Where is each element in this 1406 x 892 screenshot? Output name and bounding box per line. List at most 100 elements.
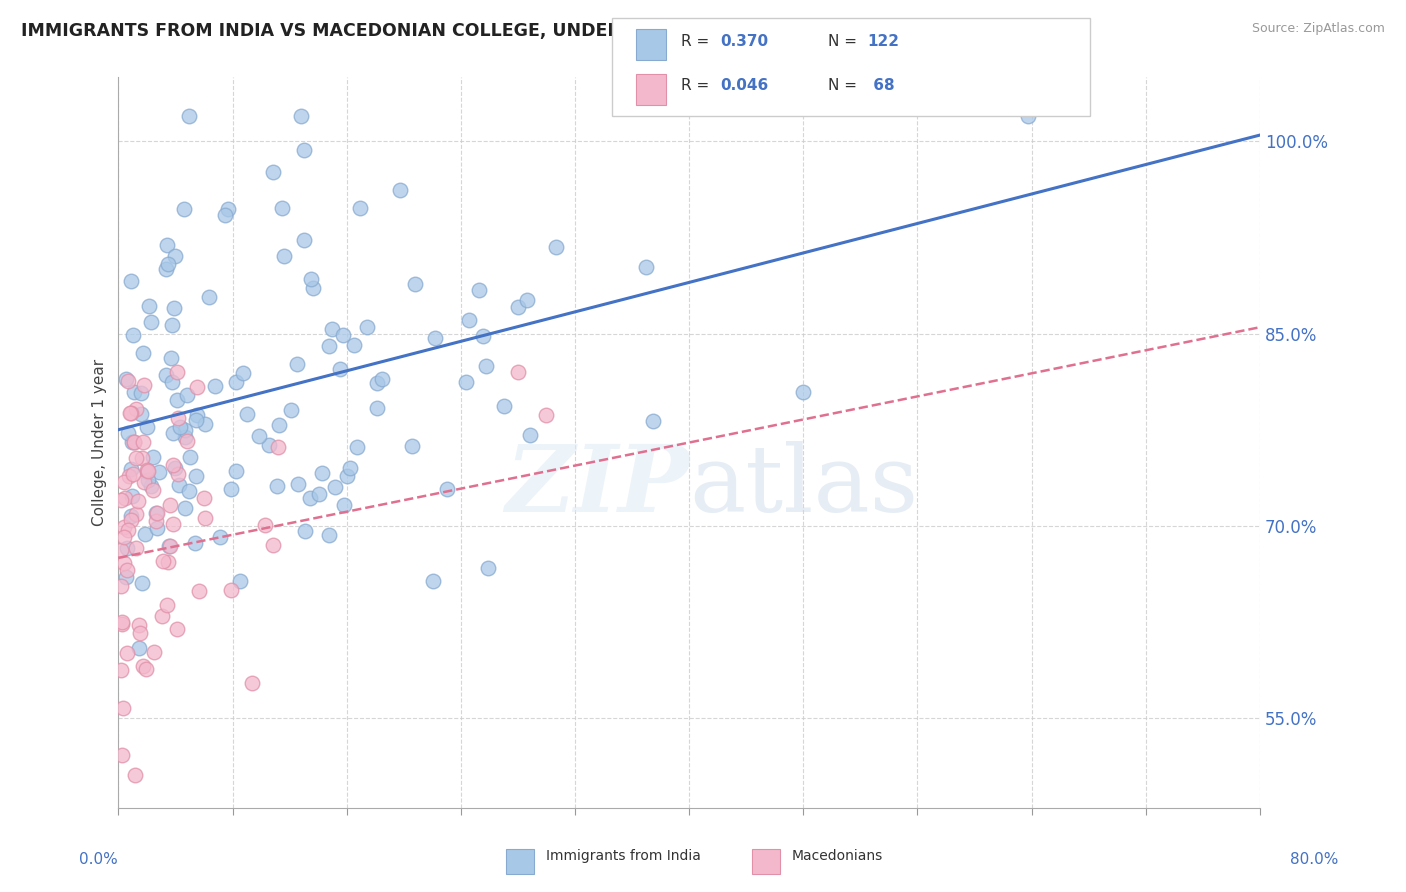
Point xyxy=(544,240,567,254)
Point xyxy=(323,480,346,494)
Point xyxy=(290,109,312,123)
Point xyxy=(122,434,145,449)
Point xyxy=(356,319,378,334)
Point xyxy=(112,520,135,534)
Point xyxy=(135,420,157,434)
Text: ZIP: ZIP xyxy=(505,442,689,532)
Point xyxy=(339,461,361,475)
Point xyxy=(121,434,143,449)
Point xyxy=(148,465,170,479)
Point xyxy=(111,701,134,715)
Point xyxy=(132,434,155,449)
Point xyxy=(519,428,541,442)
Point xyxy=(155,262,177,277)
Point xyxy=(214,208,236,222)
Point xyxy=(121,489,143,503)
Text: R =: R = xyxy=(681,78,714,94)
Point xyxy=(159,498,181,512)
Point xyxy=(139,315,162,329)
Point xyxy=(132,475,155,490)
Text: atlas: atlas xyxy=(689,442,918,532)
Point xyxy=(492,399,515,413)
Point xyxy=(112,530,135,544)
Point xyxy=(135,662,157,676)
Point xyxy=(127,493,149,508)
Point xyxy=(508,300,530,314)
Point xyxy=(292,233,315,247)
Point xyxy=(425,331,447,345)
Point xyxy=(145,506,167,520)
Point xyxy=(184,535,207,549)
Point xyxy=(301,281,323,295)
Point xyxy=(115,541,138,555)
Point xyxy=(219,482,242,496)
Point xyxy=(132,346,155,360)
Point xyxy=(129,385,152,400)
Point xyxy=(159,351,181,365)
Point xyxy=(198,290,221,304)
Point xyxy=(167,467,190,481)
Point xyxy=(155,368,177,383)
Point xyxy=(193,491,215,506)
Point xyxy=(292,143,315,157)
Point xyxy=(229,574,252,588)
Point xyxy=(247,429,270,443)
Point xyxy=(122,328,145,343)
Point xyxy=(125,451,148,466)
Point xyxy=(371,372,394,386)
Text: IMMIGRANTS FROM INDIA VS MACEDONIAN COLLEGE, UNDER 1 YEAR CORRELATION CHART: IMMIGRANTS FROM INDIA VS MACEDONIAN COLL… xyxy=(21,22,911,40)
Point xyxy=(299,271,322,285)
Point xyxy=(401,439,423,453)
Point xyxy=(128,618,150,632)
Point xyxy=(139,479,162,493)
Point xyxy=(329,362,352,376)
Point xyxy=(131,407,153,421)
Text: 0.046: 0.046 xyxy=(720,78,768,94)
Point xyxy=(150,609,173,624)
Point xyxy=(332,327,354,342)
Point xyxy=(186,408,208,422)
Point xyxy=(114,372,136,386)
Point xyxy=(240,675,263,690)
Point xyxy=(120,513,142,527)
Point xyxy=(132,659,155,673)
Point xyxy=(136,465,159,479)
Point xyxy=(643,414,665,428)
Point xyxy=(366,376,388,390)
Text: 68: 68 xyxy=(868,78,894,94)
Point xyxy=(179,450,201,464)
Point xyxy=(636,260,658,274)
Point xyxy=(142,483,165,497)
Point xyxy=(173,430,195,444)
Point xyxy=(457,313,479,327)
Point xyxy=(115,570,138,584)
Point xyxy=(219,582,242,597)
Point xyxy=(236,407,259,421)
Point xyxy=(257,438,280,452)
Point xyxy=(152,554,174,568)
Point xyxy=(165,249,187,263)
Point xyxy=(145,514,167,528)
Text: Source: ZipAtlas.com: Source: ZipAtlas.com xyxy=(1251,22,1385,36)
Point xyxy=(128,625,150,640)
Point xyxy=(287,477,309,491)
Point xyxy=(208,530,231,544)
Point xyxy=(186,413,208,427)
Point xyxy=(122,435,145,450)
Point xyxy=(145,520,167,534)
Point xyxy=(112,475,135,489)
Point xyxy=(273,249,295,263)
Point xyxy=(156,556,179,570)
Point xyxy=(173,501,195,516)
Point xyxy=(318,528,340,542)
Point xyxy=(179,109,201,123)
Point xyxy=(124,767,146,781)
Point xyxy=(112,556,135,570)
Point xyxy=(118,406,141,420)
Point xyxy=(346,440,368,454)
Point xyxy=(120,274,142,288)
Point xyxy=(156,238,179,252)
Point xyxy=(142,450,165,464)
Point xyxy=(176,388,198,402)
Point xyxy=(468,283,491,297)
